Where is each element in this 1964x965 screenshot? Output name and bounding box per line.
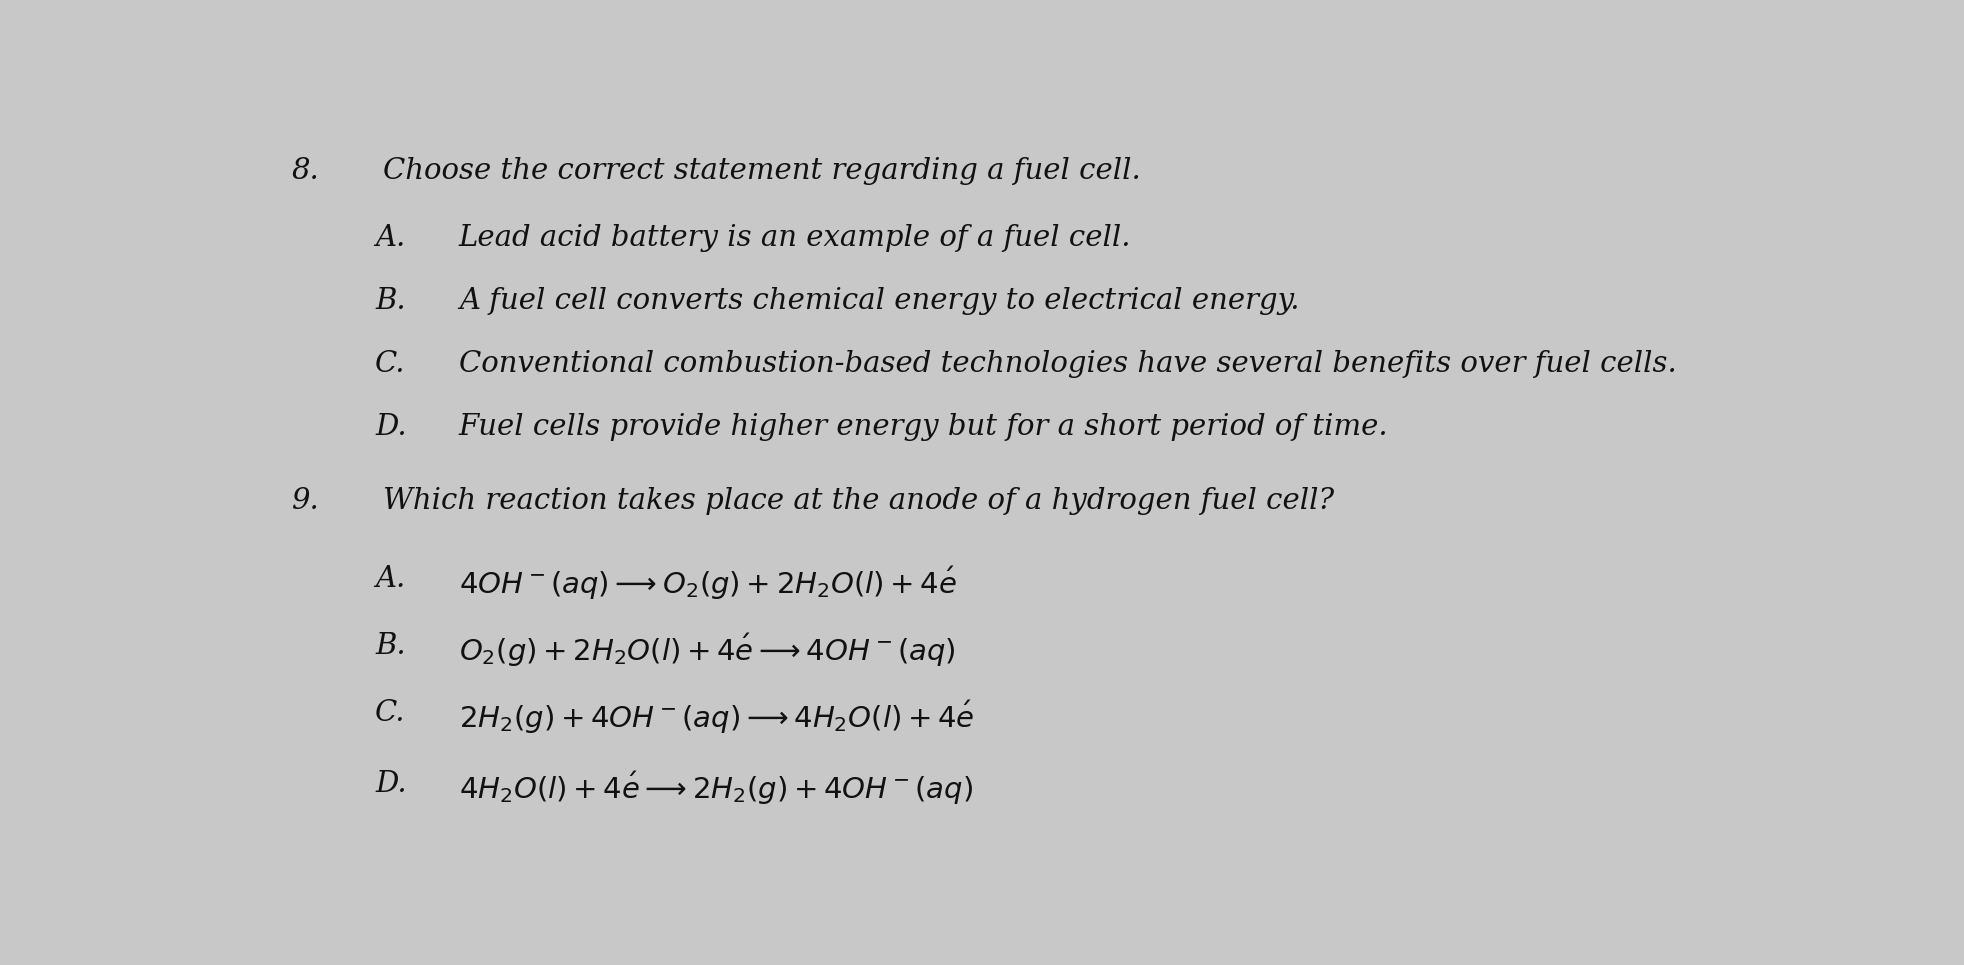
Text: 9.: 9. <box>291 487 318 515</box>
Text: Fuel cells provide higher energy but for a short period of time.: Fuel cells provide higher energy but for… <box>460 413 1389 441</box>
Text: C.: C. <box>375 350 405 378</box>
Text: Lead acid battery is an example of a fuel cell.: Lead acid battery is an example of a fue… <box>460 224 1131 252</box>
Text: C.: C. <box>375 699 405 727</box>
Text: $\mathit{4H_2O(l) + 4\acute{e} \longrightarrow 2H_2(g) + 4OH^-(aq)}$: $\mathit{4H_2O(l) + 4\acute{e} \longrigh… <box>460 770 972 807</box>
Text: A fuel cell converts chemical energy to electrical energy.: A fuel cell converts chemical energy to … <box>460 287 1298 315</box>
Text: $\mathit{2H_2(g) + 4OH^-(aq) \longrightarrow 4H_2O(l) + 4\acute{e}}$: $\mathit{2H_2(g) + 4OH^-(aq) \longrighta… <box>460 699 974 736</box>
Text: A.: A. <box>375 565 405 593</box>
Text: Choose the correct statement regarding a fuel cell.: Choose the correct statement regarding a… <box>383 156 1139 184</box>
Text: D.: D. <box>375 413 407 441</box>
Text: B.: B. <box>375 632 405 660</box>
Text: Which reaction takes place at the anode of a hydrogen fuel cell?: Which reaction takes place at the anode … <box>383 487 1334 515</box>
Text: $\mathit{O_2(g) + 2H_2O(l) + 4\acute{e} \longrightarrow 4OH^-(aq)}$: $\mathit{O_2(g) + 2H_2O(l) + 4\acute{e} … <box>460 632 955 670</box>
Text: Conventional combustion-based technologies have several benefits over fuel cells: Conventional combustion-based technologi… <box>460 350 1675 378</box>
Text: B.: B. <box>375 287 405 315</box>
Text: $\mathit{4OH^-(aq) \longrightarrow O_2(g) + 2H_2O(l) + 4\acute{e}}$: $\mathit{4OH^-(aq) \longrightarrow O_2(g… <box>460 565 956 602</box>
Text: A.: A. <box>375 224 405 252</box>
Text: D.: D. <box>375 770 407 798</box>
Text: 8.: 8. <box>291 156 318 184</box>
